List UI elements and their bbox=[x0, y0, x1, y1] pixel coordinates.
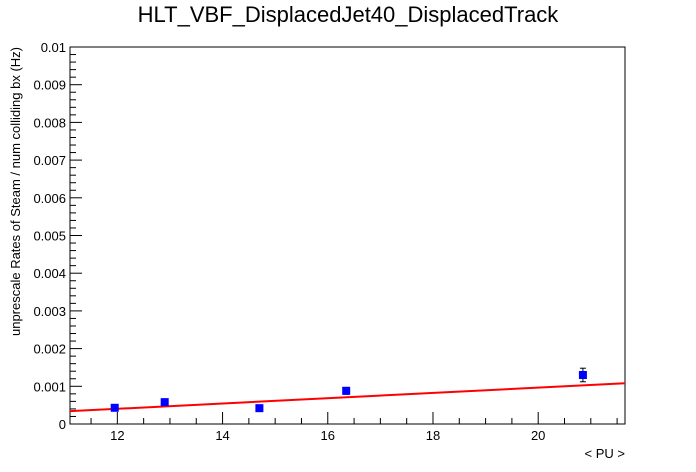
y-tick-label: 0.002 bbox=[33, 342, 66, 357]
data-points-layer bbox=[110, 367, 587, 413]
x-tick-label: 12 bbox=[110, 428, 124, 443]
data-point bbox=[110, 403, 119, 412]
x-axis: 12 14 16 18 20 bbox=[90, 412, 618, 443]
chart-title: HLT_VBF_DisplacedJet40_DisplacedTrack bbox=[137, 2, 559, 27]
y-tick-label: 0.001 bbox=[33, 379, 66, 394]
y-tick-label: 0.007 bbox=[33, 153, 66, 168]
y-tick-label: 0.005 bbox=[33, 229, 66, 244]
y-tick-label: 0 bbox=[59, 417, 66, 432]
y-tick-label: 0.008 bbox=[33, 115, 66, 130]
fit-line bbox=[69, 382, 626, 413]
x-tick-label: 20 bbox=[531, 428, 545, 443]
fit-line-layer bbox=[69, 382, 626, 413]
y-tick-label: 0.006 bbox=[33, 191, 66, 206]
y-tick-label: 0.01 bbox=[41, 40, 66, 55]
plot-frame bbox=[69, 46, 626, 425]
x-axis-label: < PU > bbox=[585, 446, 625, 461]
data-point bbox=[160, 398, 169, 407]
y-tick-label: 0.009 bbox=[33, 78, 66, 93]
y-tick-label: 0.004 bbox=[33, 266, 66, 281]
x-tick-label: 14 bbox=[215, 428, 229, 443]
data-point bbox=[342, 386, 351, 395]
y-axis-label: unprescale Rates of Steam / num collidin… bbox=[8, 47, 23, 336]
plot-border bbox=[69, 46, 626, 425]
data-point bbox=[578, 370, 587, 379]
x-tick-label: 16 bbox=[321, 428, 335, 443]
x-tick-label: 18 bbox=[426, 428, 440, 443]
y-tick-label: 0.003 bbox=[33, 304, 66, 319]
y-axis: 0 0.001 0.002 0.003 0.004 0.005 0.006 0.007 0.00… bbox=[33, 40, 82, 432]
data-point bbox=[255, 404, 264, 413]
